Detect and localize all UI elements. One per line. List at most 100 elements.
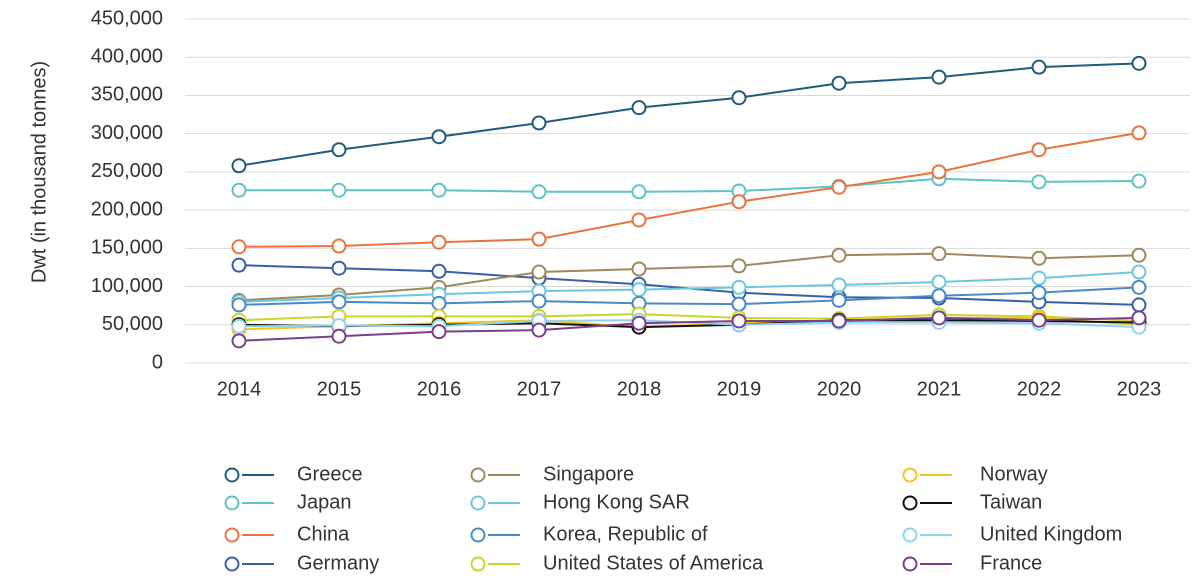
data-point <box>1031 59 1047 75</box>
data-point <box>331 182 347 198</box>
legend-marker <box>902 467 918 483</box>
data-point <box>1131 310 1147 326</box>
data-point <box>631 282 647 298</box>
data-point <box>1031 250 1047 266</box>
data-point <box>731 296 747 312</box>
series-line <box>238 271 1140 303</box>
legend-marker <box>224 467 240 483</box>
legend-label: France <box>980 552 1042 574</box>
data-point <box>1031 142 1047 158</box>
data-point <box>431 129 447 145</box>
data-point <box>531 231 547 247</box>
data-point <box>831 313 847 329</box>
data-point <box>531 115 547 131</box>
legend-marker <box>470 467 486 483</box>
data-point <box>431 263 447 279</box>
data-point <box>731 258 747 274</box>
legend-marker <box>224 556 240 572</box>
data-point <box>731 279 747 295</box>
legend-marker <box>470 495 486 511</box>
data-point <box>1031 270 1047 286</box>
data-point <box>631 100 647 116</box>
data-point <box>931 288 947 304</box>
data-point <box>931 246 947 262</box>
y-axis-label: Dwt (in thousand tonnes) <box>28 61 50 283</box>
data-point <box>531 322 547 338</box>
y-tick-label: 450,000 <box>91 7 163 29</box>
y-tick-label: 250,000 <box>91 160 163 182</box>
x-tick-label: 2020 <box>817 378 862 400</box>
data-point <box>731 313 747 329</box>
data-point <box>331 294 347 310</box>
y-tick-label: 150,000 <box>91 237 163 259</box>
data-point <box>631 261 647 277</box>
data-point <box>231 182 247 198</box>
series-line <box>238 264 1140 306</box>
data-point <box>431 182 447 198</box>
data-point <box>731 90 747 106</box>
data-point <box>231 239 247 255</box>
y-tick-label: 350,000 <box>91 84 163 106</box>
data-point <box>431 295 447 311</box>
data-point <box>831 75 847 91</box>
data-point <box>531 184 547 200</box>
data-point <box>1031 312 1047 328</box>
x-tick-label: 2016 <box>417 378 462 400</box>
data-point <box>631 184 647 200</box>
data-point <box>931 69 947 85</box>
y-tick-label: 200,000 <box>91 198 163 220</box>
data-point <box>331 238 347 254</box>
data-point <box>1131 247 1147 263</box>
data-point <box>1131 264 1147 280</box>
data-point <box>1131 173 1147 189</box>
data-point <box>831 247 847 263</box>
data-point <box>431 234 447 250</box>
legend-label: Hong Kong SAR <box>543 491 690 513</box>
data-point <box>631 315 647 331</box>
data-point <box>231 318 247 334</box>
legend-label: Norway <box>980 463 1048 485</box>
data-point <box>831 277 847 293</box>
series-line <box>238 286 1140 306</box>
legend-label: Germany <box>297 552 379 574</box>
data-point <box>231 297 247 313</box>
x-tick-label: 2022 <box>1017 378 1062 400</box>
series-line <box>238 62 1140 167</box>
x-tick-label: 2014 <box>217 378 262 400</box>
data-point <box>1131 279 1147 295</box>
legend-marker <box>470 527 486 543</box>
data-point <box>331 260 347 276</box>
data-point <box>1131 125 1147 141</box>
data-point <box>1031 174 1047 190</box>
y-tick-label: 50,000 <box>102 313 163 335</box>
legend-label: Taiwan <box>980 491 1042 513</box>
data-point <box>931 274 947 290</box>
data-point <box>831 179 847 195</box>
data-point <box>231 158 247 174</box>
y-tick-label: 100,000 <box>91 275 163 297</box>
legend-marker <box>902 495 918 511</box>
data-point <box>431 324 447 340</box>
x-tick-label: 2019 <box>717 378 762 400</box>
data-point <box>1131 55 1147 71</box>
data-point <box>531 264 547 280</box>
x-tick-label: 2015 <box>317 378 362 400</box>
series-line <box>238 316 1140 342</box>
series-line <box>238 252 1140 302</box>
legend-label: United Kingdom <box>980 523 1122 545</box>
x-tick-label: 2021 <box>917 378 962 400</box>
data-point <box>331 142 347 158</box>
legend-marker <box>224 495 240 511</box>
legend-marker <box>902 556 918 572</box>
data-point <box>631 212 647 228</box>
y-tick-label: 300,000 <box>91 122 163 144</box>
data-point <box>731 194 747 210</box>
data-point <box>931 164 947 180</box>
data-point <box>331 328 347 344</box>
legend-label: Japan <box>297 491 352 513</box>
x-tick-label: 2018 <box>617 378 662 400</box>
series-line <box>238 131 1140 248</box>
data-point <box>231 333 247 349</box>
legend-label: Greece <box>297 463 363 485</box>
